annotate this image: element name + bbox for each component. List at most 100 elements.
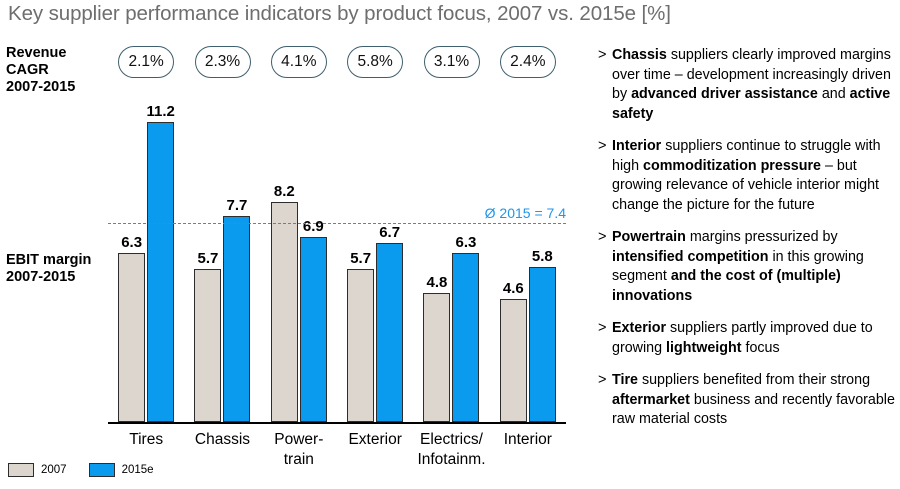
bar-value-label: 4.6 bbox=[502, 279, 524, 297]
row-label-line: EBIT margin bbox=[6, 252, 92, 268]
legend-swatch bbox=[8, 463, 34, 477]
cagr-pill: 4.1% bbox=[270, 46, 327, 78]
bar-2007 bbox=[118, 253, 146, 422]
x-axis-label-line: Electrics/ bbox=[420, 431, 483, 448]
insight-bullet: > Tire suppliers benefited from their str… bbox=[598, 371, 896, 430]
x-axis-line bbox=[108, 422, 566, 424]
bullet-emphasis: Exterior bbox=[612, 320, 667, 336]
bar-value-label: 6.3 bbox=[121, 234, 143, 252]
bar-value-label: 7.7 bbox=[226, 196, 248, 214]
bar-group: 6.3 11.2 bbox=[108, 90, 184, 422]
bullet-plain: suppliers continue to struggle with high bbox=[612, 138, 881, 174]
x-axis-label: Tires bbox=[102, 430, 190, 450]
bar-group: 8.2 6.9 bbox=[261, 90, 337, 422]
x-axis-label-line: Infotainm. bbox=[417, 451, 486, 468]
bar-2007 bbox=[423, 293, 451, 422]
legend-swatch bbox=[88, 463, 115, 477]
plot-area: 6.3 11.2 5.7 7.7 8.2 6.9 5.7 6.7 4.8 6.3 4.6 5.8 Ø 2… bbox=[108, 90, 566, 422]
bullet-emphasis: and the cost of (multiple) innovations bbox=[612, 268, 841, 304]
bar-2007 bbox=[499, 298, 527, 422]
bullet-emphasis: commoditization pressure bbox=[643, 157, 821, 174]
bullet-emphasis: active safety bbox=[612, 86, 891, 122]
x-axis-label-line: Chassis bbox=[194, 431, 251, 448]
page-title: Key supplier performance indicators by p… bbox=[8, 2, 671, 25]
insight-bullet-text: Powertrain margins pressurized by intens… bbox=[612, 228, 896, 306]
cagr-pill-value: 5.8% bbox=[357, 53, 393, 70]
row-label-line: Revenue bbox=[6, 45, 67, 61]
average-reference-line bbox=[108, 222, 566, 224]
bullet-emphasis: lightweight bbox=[666, 339, 742, 356]
bar-2015e bbox=[147, 122, 175, 422]
bullet-marker-icon: > bbox=[598, 229, 607, 245]
bullet-plain: focus bbox=[741, 339, 780, 356]
insight-bullet-text: Exterior suppliers partly improved due t… bbox=[612, 319, 896, 358]
bar-2015e bbox=[376, 242, 404, 422]
x-axis-label: Chassis bbox=[178, 430, 266, 450]
insight-bullet: > Exterior suppliers partly improved due … bbox=[598, 319, 896, 358]
bar-value-label: 6.7 bbox=[379, 223, 401, 241]
bullet-plain: and bbox=[817, 86, 850, 102]
bullet-marker-icon: > bbox=[598, 47, 607, 63]
bar-value-label: 5.8 bbox=[531, 247, 553, 265]
x-axis-label: Power-train bbox=[255, 430, 343, 470]
row-label-line: 2007-2015 bbox=[6, 269, 76, 285]
bar-2007 bbox=[347, 269, 375, 422]
chart-legend: 2007 2015e bbox=[8, 459, 176, 481]
cagr-pill-value: 2.3% bbox=[204, 53, 241, 70]
row-label-line: 2007-2015 bbox=[6, 79, 76, 95]
bar-value-label: 11.2 bbox=[146, 103, 175, 121]
legend-label: 2007 bbox=[41, 464, 67, 476]
bullet-emphasis: Interior bbox=[612, 138, 662, 154]
bar-2015e bbox=[299, 237, 327, 422]
cagr-pill-value: 2.4% bbox=[510, 53, 546, 70]
insight-bullet: > Interior suppliers continue to struggle… bbox=[598, 137, 896, 215]
bar-value-label: 4.8 bbox=[426, 274, 448, 292]
bullet-plain: margins pressurized by bbox=[685, 229, 838, 245]
x-axis-label-line: train bbox=[283, 451, 314, 468]
cagr-pill-value: 2.1% bbox=[128, 53, 164, 70]
row-label-line: CAGR bbox=[6, 62, 49, 78]
cagr-pill: 2.4% bbox=[499, 46, 556, 78]
bullet-marker-icon: > bbox=[598, 320, 607, 336]
bullet-emphasis: Chassis bbox=[612, 47, 667, 63]
bullet-marker-icon: > bbox=[598, 372, 607, 388]
bar-group: 5.7 6.7 bbox=[337, 90, 413, 422]
x-axis-labels: Tires Chassis Power-train Exterior Electrics… bbox=[108, 430, 566, 486]
bar-2015e bbox=[223, 215, 251, 422]
legend-item: 2015e bbox=[88, 463, 154, 477]
bullet-plain: business and recently favorable raw mate… bbox=[612, 391, 895, 428]
bullet-emphasis: aftermarket bbox=[612, 391, 690, 408]
insight-bullet-text: Interior suppliers continue to struggle … bbox=[612, 137, 896, 215]
bar-2007 bbox=[194, 269, 222, 422]
bullet-plain: in this growing segment bbox=[612, 248, 864, 285]
legend-item: 2007 bbox=[8, 463, 67, 477]
x-axis-label: Interior bbox=[484, 430, 572, 450]
bar-value-label: 5.7 bbox=[197, 250, 219, 268]
cagr-pill: 5.8% bbox=[347, 46, 404, 78]
bar-2015e bbox=[452, 253, 480, 422]
x-axis-label: Electrics/Infotainm. bbox=[407, 430, 495, 470]
bar-group: 5.7 7.7 bbox=[184, 90, 260, 422]
legend-label: 2015e bbox=[121, 464, 154, 476]
average-reference-label: Ø 2015 = 7.4 bbox=[484, 204, 566, 221]
x-axis-label-line: Interior bbox=[503, 431, 552, 448]
bar-chart: 6.3 11.2 5.7 7.7 8.2 6.9 5.7 6.7 4.8 6.3 4.6 5.8 Ø 2… bbox=[0, 90, 580, 489]
bullet-emphasis: advanced driver assistance bbox=[631, 86, 818, 102]
insight-bullet-text: Chassis suppliers clearly improved margi… bbox=[612, 46, 896, 124]
bullet-plain: suppliers partly improved due to growing bbox=[612, 320, 873, 356]
insight-bullet: > Chassis suppliers clearly improved marg… bbox=[598, 46, 896, 124]
bullet-emphasis: Tire bbox=[612, 372, 638, 388]
insights-panel: > Chassis suppliers clearly improved marg… bbox=[598, 46, 896, 443]
cagr-pill: 2.3% bbox=[194, 46, 251, 78]
insight-bullet: > Powertrain margins pressurized by inten… bbox=[598, 228, 896, 306]
bar-value-label: 8.2 bbox=[273, 183, 295, 201]
insight-bullet-text: Tire suppliers benefited from their stro… bbox=[612, 371, 896, 430]
bar-value-label: 6.3 bbox=[455, 234, 477, 252]
cagr-pill-value: 3.1% bbox=[433, 53, 470, 70]
bar-2015e bbox=[528, 266, 556, 422]
bullet-emphasis: intensified competition bbox=[612, 248, 769, 265]
bar-group: 4.6 5.8 bbox=[490, 90, 566, 422]
bullet-plain: suppliers benefited from their strong bbox=[637, 372, 871, 388]
cagr-pill-value: 4.1% bbox=[281, 53, 317, 70]
